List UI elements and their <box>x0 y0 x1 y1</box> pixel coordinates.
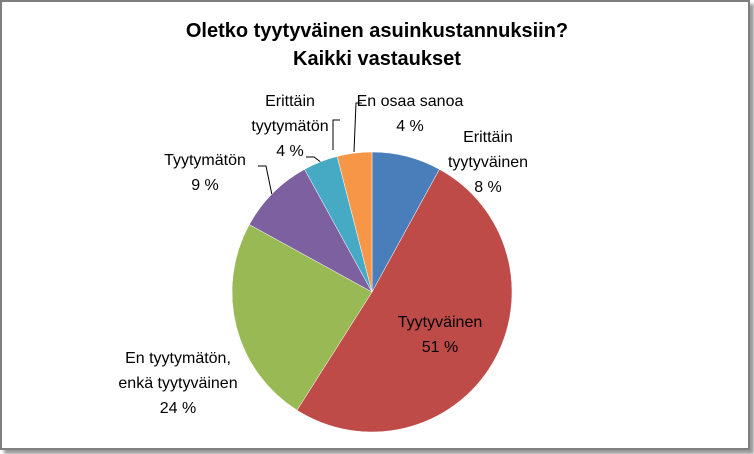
slice-label: Tyytyväinen 51 % <box>385 310 495 360</box>
pie-slice <box>231 224 373 411</box>
category-label: Erittäin tyytymätön <box>251 93 329 135</box>
slice-label: Erittäin tyytyväinen 8 % <box>440 125 536 200</box>
value-label: 4 % <box>396 118 424 135</box>
category-label: Erittäin tyytyväinen <box>447 129 529 171</box>
pie-slice <box>336 151 373 293</box>
leader-line <box>332 119 340 150</box>
slice-label: En tyytymätön, enkä tyytyväinen 24 % <box>113 346 243 421</box>
leader-lines <box>258 102 362 196</box>
category-label: En osaa sanoa <box>356 93 464 110</box>
value-label: 24 % <box>159 400 197 417</box>
category-label: Tyytyväinen <box>397 314 483 331</box>
pie-slice <box>248 168 373 293</box>
leader-line <box>306 156 323 164</box>
category-label: En tyytymätön, enkä tyytyväinen <box>118 350 238 392</box>
chart-title: Oletko tyytyväinen asuinkustannuksiin? <box>185 20 569 42</box>
slice-label: Erittäin tyytymätön 4 % <box>245 89 335 164</box>
pie-slice <box>296 168 513 433</box>
value-label: 8 % <box>474 179 502 196</box>
category-label: Tyytymätön <box>164 152 246 169</box>
value-label: 9 % <box>191 177 219 194</box>
slice-label: En osaa sanoa 4 % <box>350 89 470 139</box>
leader-line <box>258 165 273 196</box>
leader-line <box>353 102 362 153</box>
value-label: 4 % <box>276 143 304 160</box>
slice-label: Tyytymätön 9 % <box>155 148 255 198</box>
value-label: 51 % <box>421 339 459 356</box>
chart-subtitle: Kaikki vastaukset <box>293 48 461 70</box>
